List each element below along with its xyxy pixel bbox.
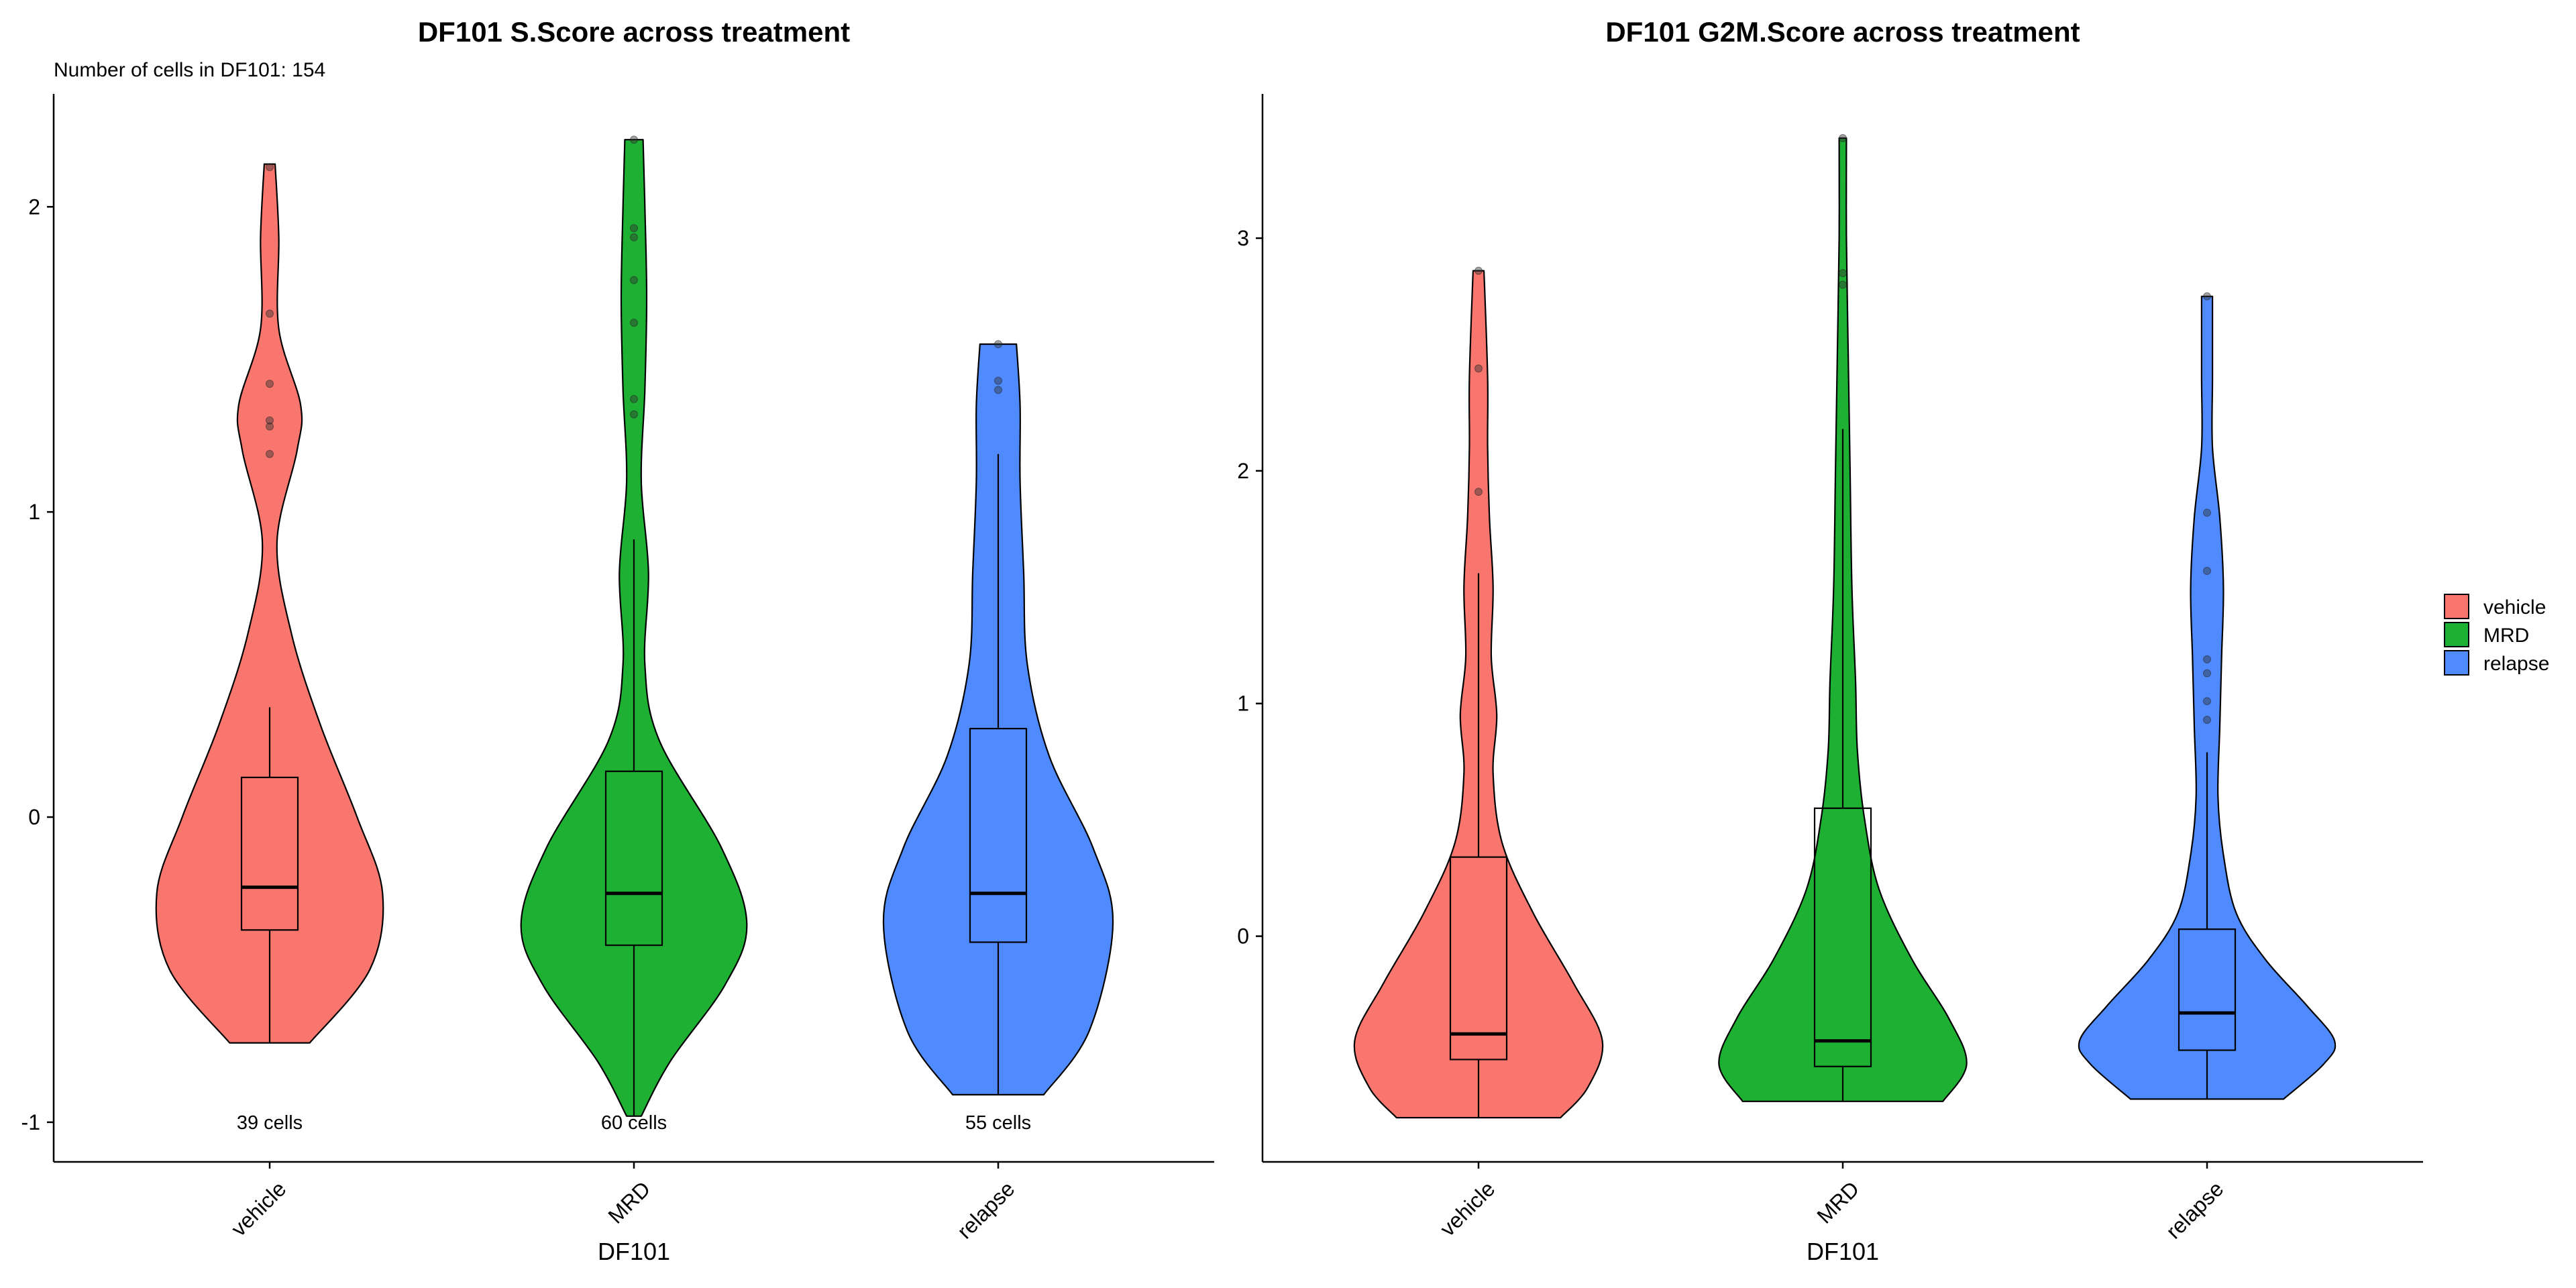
- violin-group-vehicle: [1353, 266, 1604, 1119]
- outlier-point: [266, 309, 274, 318]
- box-iqr: [240, 776, 299, 931]
- panel-s-score: DF101 S.Score across treatment Number of…: [21, 16, 1214, 1265]
- cell-count-label: 55 cells: [965, 1112, 1031, 1134]
- y-tick-label: 1: [28, 500, 40, 524]
- outlier-point: [1839, 280, 1847, 289]
- outlier-point: [630, 224, 638, 233]
- outlier-point: [630, 410, 638, 419]
- outlier-point: [994, 339, 1002, 348]
- plot-area: [1353, 133, 2337, 1119]
- y-tick-label: 3: [1237, 226, 1249, 250]
- outlier-point: [1474, 488, 1483, 496]
- chart-title: DF101 G2M.Score across treatment: [1605, 16, 2080, 48]
- x-axis-title: DF101: [598, 1238, 670, 1265]
- violin-vehicle: [155, 163, 384, 1044]
- y-tick-label: 2: [1237, 459, 1249, 483]
- cell-count-label: 39 cells: [237, 1112, 303, 1134]
- outlier-point: [1839, 133, 1847, 142]
- violin-group-MRD: [520, 136, 748, 1117]
- outlier-point: [630, 136, 638, 144]
- outlier-point: [2203, 655, 2211, 663]
- outlier-point: [630, 394, 638, 403]
- outlier-point: [630, 233, 638, 241]
- box-iqr: [1449, 856, 1508, 1061]
- outlier-point: [1839, 269, 1847, 278]
- outlier-point: [2203, 567, 2211, 576]
- outlier-point: [2203, 669, 2211, 678]
- outlier-point: [1474, 364, 1483, 373]
- outlier-point: [1474, 266, 1483, 275]
- box-iqr: [1813, 807, 1872, 1067]
- violin-group-vehicle: [155, 163, 384, 1044]
- outlier-point: [266, 380, 274, 388]
- legend-swatch: [2444, 622, 2469, 647]
- outlier-point: [630, 319, 638, 327]
- violin-group-relapse: [2078, 292, 2337, 1100]
- outlier-point: [2203, 508, 2211, 517]
- outlier-point: [630, 276, 638, 284]
- violin-group-relapse: [882, 339, 1114, 1095]
- y-axis-ticks: -1 0 1 2: [21, 195, 54, 1134]
- violin-group-MRD: [1718, 133, 1968, 1102]
- outlier-point: [2203, 697, 2211, 706]
- y-tick-label: 2: [28, 195, 40, 219]
- box-iqr: [2178, 928, 2237, 1051]
- cell-count-label: 60 cells: [601, 1112, 667, 1134]
- outlier-point: [994, 376, 1002, 385]
- outlier-point: [266, 416, 274, 425]
- box-iqr: [969, 728, 1028, 943]
- outlier-point: [266, 449, 274, 458]
- outlier-point: [994, 386, 1002, 394]
- y-tick-label: 0: [1237, 924, 1249, 949]
- outlier-point: [2203, 292, 2211, 301]
- legend-item-MRD: MRD: [2444, 622, 2529, 647]
- y-axis-ticks: 0 1 2 3: [1237, 226, 1263, 949]
- y-tick-label: 0: [28, 805, 40, 829]
- legend-label: relapse: [2483, 653, 2549, 675]
- x-axis-title: DF101: [1807, 1238, 1879, 1265]
- outlier-point: [2203, 716, 2211, 724]
- legend-label: MRD: [2483, 625, 2529, 647]
- y-tick-label: 1: [1237, 692, 1249, 716]
- legend-item-relapse: relapse: [2444, 650, 2549, 676]
- chart-subtitle: Number of cells in DF101: 154: [54, 59, 325, 81]
- outlier-point: [266, 163, 274, 172]
- y-tick-label: -1: [21, 1110, 40, 1134]
- chart-title: DF101 S.Score across treatment: [418, 16, 850, 48]
- legend-swatch: [2444, 650, 2469, 676]
- legend-label: vehicle: [2483, 596, 2546, 619]
- box-iqr: [604, 770, 663, 947]
- legend-item-vehicle: vehicle: [2444, 594, 2546, 619]
- legend-swatch: [2444, 594, 2469, 619]
- outlier-point: [266, 422, 274, 431]
- legend: vehicle MRD relapse: [2444, 594, 2549, 676]
- plot-area: 39 cells 60 cells 55 cells: [155, 136, 1114, 1134]
